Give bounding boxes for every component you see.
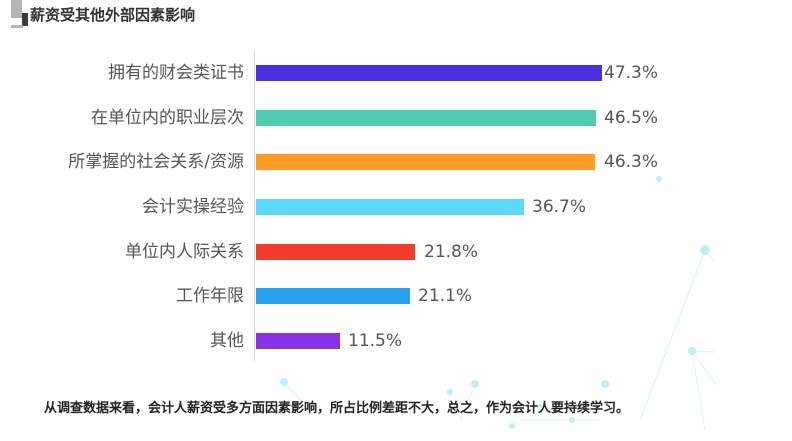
category-label: 所掌握的社会关系/资源	[68, 152, 244, 172]
bar	[256, 65, 602, 81]
bar	[256, 199, 524, 215]
value-label: 46.5%	[604, 108, 659, 128]
bar-row: 工作年限 21.1%	[0, 286, 792, 306]
category-label: 会计实操经验	[142, 197, 244, 217]
page-title: 薪资受其他外部因素影响	[30, 6, 196, 24]
bar-row: 其他 11.5%	[0, 331, 792, 351]
header-decoration	[22, 13, 28, 26]
value-label: 21.8%	[424, 242, 479, 262]
header-decoration	[11, 0, 22, 18]
bar	[256, 333, 340, 349]
category-label: 单位内人际关系	[125, 242, 244, 262]
category-label: 工作年限	[176, 286, 244, 306]
section-header: 薪资受其他外部因素影响	[0, 0, 300, 30]
value-label: 46.3%	[604, 152, 659, 172]
summary-text: 从调查数据来看，会计人薪资受多方面因素影响，所占比例差距不大，总之，作为会计人要…	[44, 401, 630, 416]
bar-row: 单位内人际关系 21.8%	[0, 242, 792, 262]
bar-row: 所掌握的社会关系/资源 46.3%	[0, 152, 792, 172]
value-label: 11.5%	[348, 331, 403, 351]
value-label: 36.7%	[532, 197, 587, 217]
bar	[256, 110, 596, 126]
bar-row: 在单位内的职业层次 46.5%	[0, 108, 792, 128]
header-decoration	[11, 25, 23, 28]
bar-row: 拥有的财会类证书 47.3%	[0, 63, 792, 83]
category-label: 在单位内的职业层次	[91, 108, 244, 128]
y-axis-line	[254, 50, 255, 362]
bar-row: 会计实操经验 36.7%	[0, 197, 792, 217]
value-label: 47.3%	[604, 63, 659, 83]
category-label: 拥有的财会类证书	[108, 63, 244, 83]
bar	[256, 288, 410, 304]
bar	[256, 244, 415, 260]
category-label: 其他	[210, 331, 244, 351]
value-label: 21.1%	[418, 286, 473, 306]
bar	[256, 154, 595, 170]
